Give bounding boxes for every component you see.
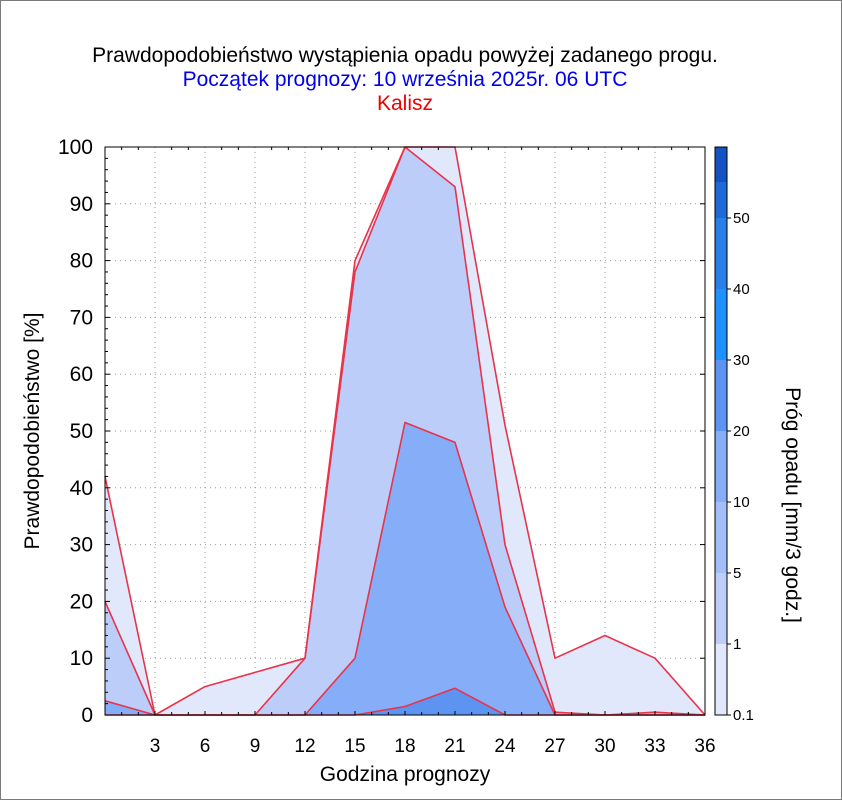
y-tick-label: 80 <box>70 250 93 273</box>
colorbar-segment <box>715 182 727 218</box>
colorbar-tick-label: 40 <box>733 281 750 298</box>
x-tick-label: 15 <box>344 736 365 757</box>
colorbar: 0.1 1 5 10 20 30 40 50 <box>714 146 754 724</box>
colorbar-tick-label: 0.1 <box>733 707 754 724</box>
x-tick-label: 18 <box>394 736 415 757</box>
chart-subtitle: Początek prognozy: 10 września 2025r. 06… <box>183 68 628 91</box>
x-tick-label: 9 <box>250 736 261 757</box>
x-ticks: 3 6 9 12 15 18 21 24 27 30 33 36 <box>121 147 716 757</box>
colorbar-tick-label: 1 <box>733 636 741 653</box>
x-tick-label: 12 <box>294 736 315 757</box>
x-tick-label: 6 <box>200 736 211 757</box>
y-tick-label: 0 <box>81 704 93 727</box>
y-tick-label: 60 <box>70 363 93 386</box>
area-threshold-5 <box>105 422 705 715</box>
x-tick-label: 21 <box>444 736 465 757</box>
y-tick-label: 40 <box>70 477 93 500</box>
colorbar-segment <box>715 431 727 502</box>
x-tick-label: 27 <box>544 736 565 757</box>
y-tick-label: 20 <box>70 590 93 613</box>
colorbar-label: Próg opadu [mm/3 godz.] <box>781 387 804 623</box>
x-axis-label: Godzina prognozy <box>320 763 491 786</box>
chart-title: Prawdopodobieństwo wystąpienia opadu pow… <box>92 44 718 67</box>
colorbar-segment <box>715 147 727 182</box>
y-ticks: 0 10 20 30 40 50 60 70 80 90 100 <box>58 136 705 727</box>
x-tick-label: 24 <box>494 736 516 757</box>
y-tick-label: 100 <box>58 136 93 159</box>
colorbar-tick-label: 10 <box>733 494 750 511</box>
colorbar-tick-label: 30 <box>733 352 750 369</box>
y-axis-label: Prawdopodobieństwo [%] <box>21 313 44 550</box>
y-tick-label: 30 <box>70 534 93 557</box>
x-tick-label: 30 <box>594 736 615 757</box>
colorbar-segment <box>715 644 727 715</box>
area-threshold-10 <box>105 688 705 715</box>
colorbar-tick-label: 5 <box>733 565 741 582</box>
y-tick-label: 90 <box>70 193 93 216</box>
x-tick-label: 36 <box>694 736 715 757</box>
colorbar-tick-label: 20 <box>733 423 750 440</box>
colorbar-segment <box>715 289 727 360</box>
colorbar-segment <box>715 360 727 431</box>
y-tick-label: 50 <box>70 420 93 443</box>
chart-location: Kalisz <box>377 92 433 115</box>
colorbar-segment <box>715 502 727 573</box>
colorbar-segment <box>715 218 727 289</box>
y-tick-label: 10 <box>70 647 93 670</box>
colorbar-tick-label: 50 <box>733 210 750 227</box>
x-tick-label: 3 <box>150 736 161 757</box>
x-tick-label: 33 <box>644 736 665 757</box>
colorbar-segment <box>715 573 727 644</box>
y-tick-label: 70 <box>70 306 93 329</box>
